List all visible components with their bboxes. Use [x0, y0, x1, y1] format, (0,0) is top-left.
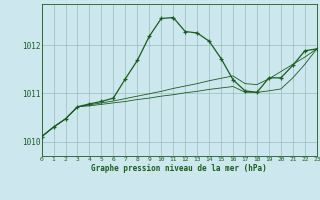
X-axis label: Graphe pression niveau de la mer (hPa): Graphe pression niveau de la mer (hPa)	[91, 164, 267, 173]
